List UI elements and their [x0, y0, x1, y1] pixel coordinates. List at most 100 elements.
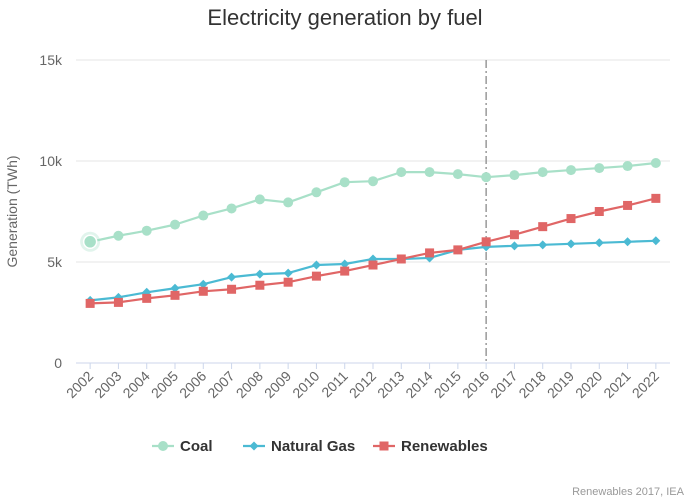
data-point[interactable]: [339, 177, 350, 188]
data-point[interactable]: [141, 225, 152, 236]
x-tick-label: 2004: [119, 368, 152, 401]
data-point[interactable]: [227, 272, 237, 282]
data-point[interactable]: [255, 269, 265, 279]
data-point[interactable]: [170, 219, 180, 230]
data-point[interactable]: [623, 237, 633, 247]
hover-point[interactable]: [82, 234, 98, 250]
y-tick-label: 0: [54, 355, 62, 371]
legend-label: Renewables: [401, 438, 488, 455]
legend-symbol[interactable]: [249, 441, 259, 451]
data-point[interactable]: [368, 260, 378, 270]
data-point[interactable]: [283, 277, 293, 287]
data-point[interactable]: [340, 259, 350, 269]
data-point[interactable]: [481, 172, 492, 183]
data-point[interactable]: [509, 230, 519, 240]
data-point[interactable]: [651, 193, 661, 203]
data-point[interactable]: [311, 187, 322, 198]
x-tick-label: 2018: [515, 368, 548, 401]
data-point[interactable]: [113, 297, 123, 307]
data-point[interactable]: [311, 260, 321, 270]
grid: [76, 59, 670, 364]
legend-item-renewables[interactable]: Renewables: [373, 438, 488, 455]
data-point[interactable]: [509, 170, 520, 181]
data-point[interactable]: [509, 241, 519, 251]
legend[interactable]: Coal Natural Gas Renewables: [152, 438, 488, 455]
chart-title: Electricity generation by fuel: [207, 5, 482, 30]
x-tick-label: 2014: [402, 368, 435, 401]
data-point[interactable]: [85, 298, 95, 308]
data-point[interactable]: [594, 207, 604, 216]
data-point[interactable]: [538, 222, 548, 232]
series-renewables: [85, 193, 661, 308]
data-point[interactable]: [227, 284, 237, 294]
data-point[interactable]: [566, 214, 576, 224]
data-point[interactable]: [452, 169, 463, 180]
data-point[interactable]: [113, 230, 124, 241]
x-axis: 2002200320042005200620072008200920102011…: [63, 363, 662, 401]
data-point[interactable]: [538, 240, 548, 250]
x-tick-label: 2005: [148, 368, 181, 401]
data-point[interactable]: [311, 271, 321, 281]
x-tick-label: 2021: [600, 368, 633, 401]
x-tick-label: 2017: [487, 368, 520, 401]
data-point[interactable]: [198, 210, 209, 221]
x-tick-label: 2009: [261, 368, 294, 401]
data-point[interactable]: [622, 161, 633, 172]
data-point[interactable]: [566, 239, 576, 249]
data-point[interactable]: [198, 286, 208, 296]
x-tick-label: 2008: [233, 368, 266, 401]
y-tick-label: 10k: [39, 153, 63, 169]
data-point[interactable]: [226, 203, 237, 214]
x-tick-label: 2011: [318, 368, 351, 401]
data-point[interactable]: [424, 167, 435, 178]
data-point[interactable]: [142, 293, 152, 303]
y-tick-label: 5k: [47, 254, 63, 270]
chart-credit: Renewables 2017, IEA: [572, 486, 685, 498]
data-point[interactable]: [425, 248, 435, 258]
x-tick-label: 2020: [572, 368, 605, 401]
x-tick-label: 2003: [91, 368, 124, 401]
data-point[interactable]: [396, 167, 407, 178]
data-point[interactable]: [594, 238, 604, 248]
legend-symbol[interactable]: [158, 441, 168, 451]
x-tick-label: 2015: [431, 368, 464, 401]
data-point[interactable]: [481, 237, 491, 247]
x-tick-label: 2007: [204, 368, 237, 401]
x-tick-label: 2002: [63, 368, 96, 401]
data-point[interactable]: [340, 266, 350, 276]
y-tick-label: 15k: [39, 52, 63, 68]
data-point[interactable]: [198, 279, 208, 289]
data-point[interactable]: [566, 165, 576, 176]
x-tick-label: 2022: [629, 368, 662, 401]
x-tick-label: 2016: [459, 368, 492, 401]
data-point[interactable]: [170, 290, 180, 300]
x-tick-label: 2006: [176, 368, 209, 401]
legend-item-coal[interactable]: Coal: [152, 438, 213, 455]
data-point[interactable]: [170, 283, 180, 293]
data-point[interactable]: [651, 236, 661, 246]
y-axis-label: Generation (TWh): [4, 155, 20, 267]
data-point[interactable]: [283, 197, 294, 208]
y-axis: 0 5k 10k 15k: [39, 52, 63, 371]
legend-label: Coal: [180, 438, 213, 455]
data-point[interactable]: [453, 245, 463, 255]
data-point[interactable]: [594, 163, 605, 174]
data-point[interactable]: [254, 194, 265, 205]
series-coal: [80, 158, 661, 252]
legend-item-natural-gas[interactable]: Natural Gas: [243, 438, 355, 455]
legend-symbol[interactable]: [379, 441, 389, 451]
data-point[interactable]: [623, 200, 633, 210]
data-point[interactable]: [283, 268, 293, 278]
data-point[interactable]: [368, 176, 378, 187]
x-tick-label: 2013: [374, 368, 407, 401]
data-point[interactable]: [255, 280, 265, 290]
legend-label: Natural Gas: [271, 438, 355, 455]
x-tick-label: 2019: [544, 368, 577, 401]
x-tick-label: 2012: [346, 368, 379, 401]
data-point[interactable]: [537, 167, 548, 178]
x-tick-label: 2010: [289, 368, 322, 401]
series: [80, 158, 661, 308]
data-point[interactable]: [396, 254, 406, 264]
data-point[interactable]: [650, 158, 661, 169]
